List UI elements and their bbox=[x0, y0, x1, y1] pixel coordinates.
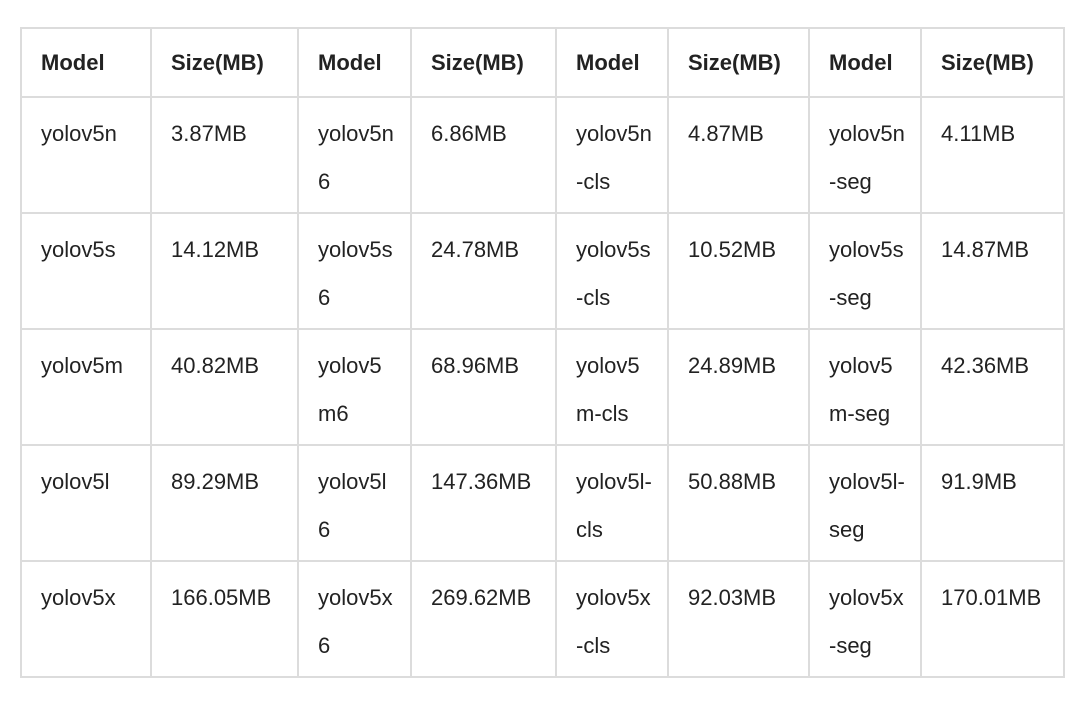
header-cell: Size(MB) bbox=[667, 27, 810, 98]
size-cell: 14.12MB bbox=[150, 212, 299, 330]
header-row: Model Size(MB) Model Size(MB) Model Size(MB) M… bbox=[20, 27, 1065, 98]
model-cell: yolov5s6 bbox=[297, 212, 412, 330]
model-cell: yolov5x-cls bbox=[555, 560, 669, 678]
model-cell: yolov5s-cls bbox=[555, 212, 669, 330]
model-cell: yolov5n6 bbox=[297, 96, 412, 214]
size-cell: 68.96MB bbox=[410, 328, 557, 446]
size-cell: 166.05MB bbox=[150, 560, 299, 678]
size-cell: 269.62MB bbox=[410, 560, 557, 678]
table-row: yolov5x 166.05MB yolov5x6 269.62MB yolov5x-c… bbox=[20, 560, 1065, 678]
table-row: yolov5l 89.29MB yolov5l6 147.36MB yolov5l-cl… bbox=[20, 444, 1065, 562]
model-cell: yolov5x6 bbox=[297, 560, 412, 678]
header-cell: Size(MB) bbox=[410, 27, 557, 98]
header-cell: Model bbox=[808, 27, 922, 98]
model-cell: yolov5n-cls bbox=[555, 96, 669, 214]
model-size-table: Model Size(MB) Model Size(MB) Model Size(MB) M… bbox=[20, 27, 1065, 678]
model-cell: yolov5l bbox=[20, 444, 152, 562]
model-cell: yolov5x-seg bbox=[808, 560, 922, 678]
size-cell: 89.29MB bbox=[150, 444, 299, 562]
size-cell: 170.01MB bbox=[920, 560, 1065, 678]
header-cell: Size(MB) bbox=[150, 27, 299, 98]
model-cell: yolov5s-seg bbox=[808, 212, 922, 330]
size-cell: 24.89MB bbox=[667, 328, 810, 446]
table-row: yolov5n 3.87MB yolov5n6 6.86MB yolov5n-cls 4.… bbox=[20, 96, 1065, 214]
model-cell: yolov5s bbox=[20, 212, 152, 330]
size-cell: 24.78MB bbox=[410, 212, 557, 330]
model-cell: yolov5x bbox=[20, 560, 152, 678]
size-cell: 4.11MB bbox=[920, 96, 1065, 214]
header-cell: Model bbox=[20, 27, 152, 98]
size-cell: 3.87MB bbox=[150, 96, 299, 214]
model-cell: yolov5l-cls bbox=[555, 444, 669, 562]
model-cell: yolov5m-seg bbox=[808, 328, 922, 446]
size-cell: 40.82MB bbox=[150, 328, 299, 446]
header-cell: Model bbox=[555, 27, 669, 98]
size-cell: 10.52MB bbox=[667, 212, 810, 330]
page: Model Size(MB) Model Size(MB) Model Size(MB) M… bbox=[20, 27, 1065, 678]
size-cell: 6.86MB bbox=[410, 96, 557, 214]
model-cell: yolov5l6 bbox=[297, 444, 412, 562]
table-row: yolov5m 40.82MB yolov5m6 68.96MB yolov5m-cls… bbox=[20, 328, 1065, 446]
size-cell: 14.87MB bbox=[920, 212, 1065, 330]
model-cell: yolov5m-cls bbox=[555, 328, 669, 446]
model-cell: yolov5m bbox=[20, 328, 152, 446]
model-cell: yolov5n-seg bbox=[808, 96, 922, 214]
header-cell: Model bbox=[297, 27, 412, 98]
header-cell: Size(MB) bbox=[920, 27, 1065, 98]
model-cell: yolov5n bbox=[20, 96, 152, 214]
table-body: yolov5n 3.87MB yolov5n6 6.86MB yolov5n-cls 4.… bbox=[20, 96, 1065, 678]
model-cell: yolov5m6 bbox=[297, 328, 412, 446]
model-cell: yolov5l-seg bbox=[808, 444, 922, 562]
size-cell: 42.36MB bbox=[920, 328, 1065, 446]
size-cell: 4.87MB bbox=[667, 96, 810, 214]
size-cell: 147.36MB bbox=[410, 444, 557, 562]
size-cell: 91.9MB bbox=[920, 444, 1065, 562]
size-cell: 50.88MB bbox=[667, 444, 810, 562]
table-row: yolov5s 14.12MB yolov5s6 24.78MB yolov5s-cls… bbox=[20, 212, 1065, 330]
size-cell: 92.03MB bbox=[667, 560, 810, 678]
